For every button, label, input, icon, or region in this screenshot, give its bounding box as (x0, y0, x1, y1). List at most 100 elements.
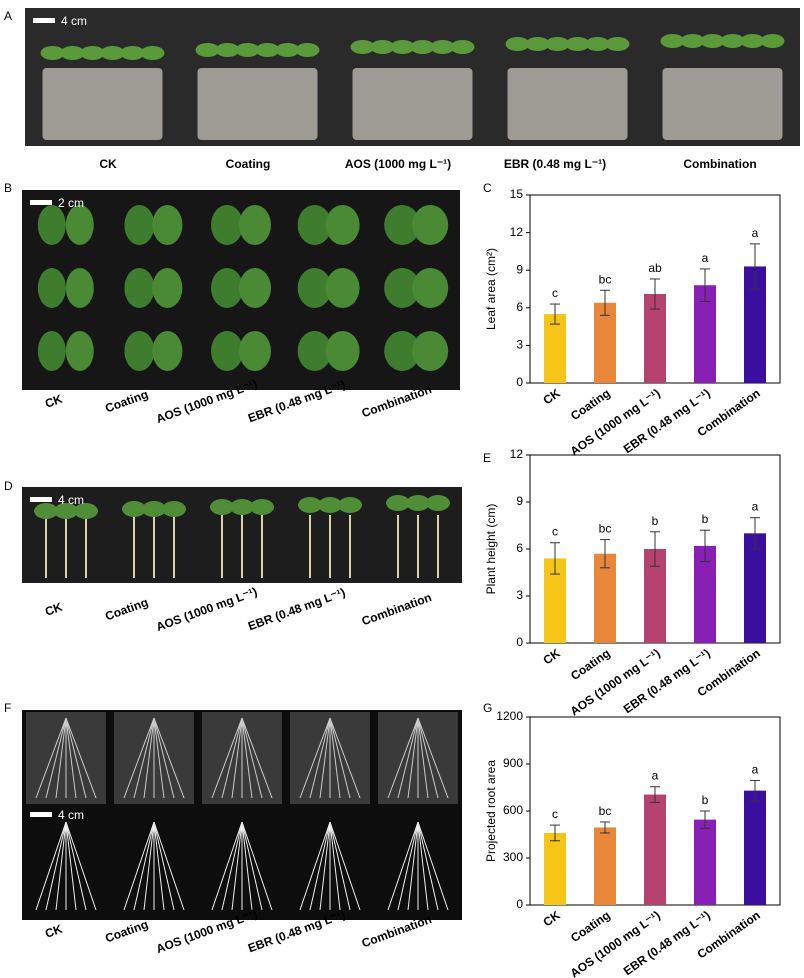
photo-label: CK (43, 922, 64, 941)
root (241, 717, 253, 799)
root (387, 821, 419, 911)
bar (644, 294, 666, 383)
scale-label: 4 cm (61, 14, 87, 28)
leaf (37, 268, 66, 308)
error-bar (600, 539, 610, 569)
pot (507, 68, 628, 140)
y-axis-label: Projected root area (484, 760, 498, 862)
root (329, 821, 361, 911)
error-bar (750, 517, 760, 550)
bar (644, 549, 666, 643)
significance-letter: bc (599, 804, 612, 818)
leaf (152, 331, 183, 371)
root (65, 717, 87, 799)
bar (694, 819, 716, 905)
leaf (426, 495, 450, 511)
root (35, 717, 67, 799)
x-tick-label: CK (540, 908, 563, 930)
root (211, 821, 243, 911)
y-tick-label: 600 (503, 803, 523, 817)
significance-letter: a (752, 762, 759, 776)
root (153, 717, 185, 799)
root (45, 821, 67, 911)
leaf (120, 46, 145, 60)
x-tick-label: CK (540, 386, 563, 408)
scale-bar (33, 18, 55, 23)
leaf (255, 43, 280, 57)
significance-letter: b (702, 793, 709, 807)
error-bar (750, 779, 760, 802)
photo-content (34, 495, 450, 578)
bar (544, 832, 566, 905)
significance-letter: a (752, 500, 759, 514)
scale-label: 2 cm (58, 196, 84, 210)
leaf (680, 34, 705, 48)
error-bar (750, 243, 760, 290)
leaf (505, 37, 530, 51)
bar (744, 266, 766, 383)
root (241, 717, 273, 799)
leaf (37, 205, 66, 245)
leaf (318, 497, 342, 513)
significance-letter: b (652, 514, 659, 528)
y-tick-label: 3 (516, 588, 523, 602)
y-tick-label: 9 (516, 262, 523, 276)
leaf (100, 46, 125, 60)
error-bar (600, 289, 610, 316)
leaf (34, 503, 58, 519)
root (143, 717, 155, 799)
leaf (162, 501, 186, 517)
bar (594, 302, 616, 383)
leaf (412, 331, 449, 371)
photo-label: EBR (0.48 mg L⁻¹) (504, 157, 606, 171)
y-axis-label: Leaf area (cm²) (484, 248, 498, 330)
root (153, 717, 165, 799)
root (417, 717, 449, 799)
x-tick-label: Coating (568, 908, 613, 945)
leaf (660, 34, 685, 48)
leaf (760, 34, 785, 48)
y-tick-label: 1200 (496, 709, 523, 723)
leaf (124, 268, 155, 308)
root (65, 821, 87, 911)
x-tick-label: AOS (1000 mg L⁻¹) (568, 386, 663, 458)
leaf (325, 205, 360, 245)
root (417, 821, 429, 911)
bar (544, 558, 566, 643)
leaf (80, 46, 105, 60)
photo-label: CK (43, 600, 64, 619)
y-tick-label: 0 (516, 897, 523, 911)
bar (694, 545, 716, 643)
y-tick-label: 9 (516, 494, 523, 508)
scale-bar (30, 200, 52, 205)
photo-label: Combination (360, 590, 434, 628)
root (65, 821, 97, 911)
bar (744, 533, 766, 643)
panel-letter: D (4, 479, 13, 493)
root (241, 821, 263, 911)
leaf (384, 268, 421, 308)
leaf (211, 205, 243, 245)
leaf (122, 501, 146, 517)
root (417, 717, 439, 799)
leaf (295, 43, 320, 57)
leaf (338, 497, 362, 513)
root (397, 821, 419, 911)
root (329, 821, 351, 911)
significance-letter: bc (599, 522, 612, 536)
leaf (124, 331, 155, 371)
root (397, 717, 419, 799)
photo-label: Coating (103, 387, 150, 415)
significance-letter: ab (648, 261, 662, 275)
bar (644, 794, 666, 905)
root (241, 821, 273, 911)
leaf (235, 43, 260, 57)
leaf (239, 268, 271, 308)
y-tick-label: 0 (516, 635, 523, 649)
error-bar (650, 278, 660, 310)
pot (197, 68, 318, 140)
leaf (275, 43, 300, 57)
leaf (60, 46, 85, 60)
root (221, 717, 243, 799)
